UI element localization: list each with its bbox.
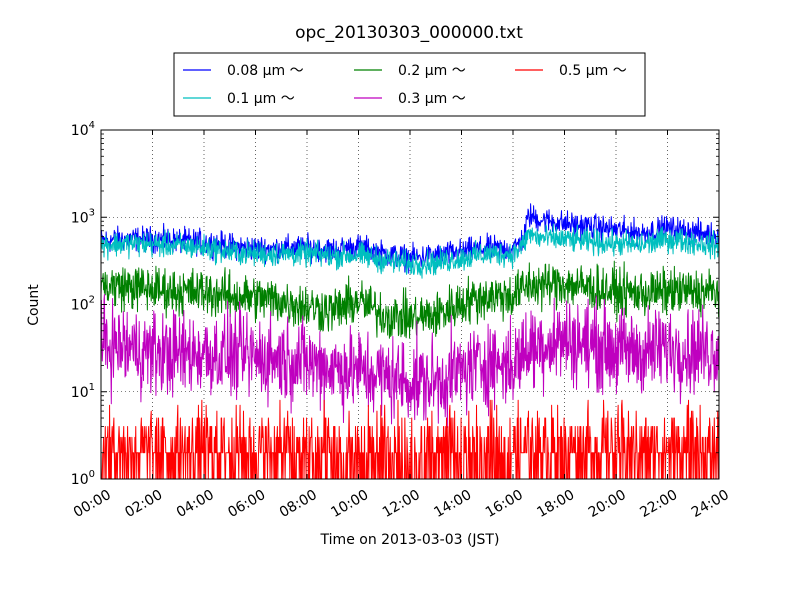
legend-label: 0.3 μm ～: [398, 91, 466, 107]
y-tick-labels: 100 101 102 103 104: [71, 120, 95, 488]
series-line: [100, 260, 720, 339]
series-line: [100, 399, 720, 480]
x-tick-label: 24:00: [689, 487, 732, 521]
x-tick-label: 12:00: [380, 487, 423, 521]
x-tick-label: 20:00: [586, 487, 629, 521]
y-tick-label: 102: [71, 295, 95, 314]
tick-marks: [100, 129, 720, 480]
x-tick-labels: 00:00 02:00 04:00 06:00 08:00 10:00 12:00 14:00…: [71, 487, 732, 521]
x-tick-label: 22:00: [637, 487, 680, 521]
x-tick-label: 00:00: [71, 487, 114, 521]
x-tick-label: 04:00: [174, 487, 217, 521]
x-tick-label: 10:00: [328, 487, 371, 521]
legend-label: 0.2 μm ～: [398, 63, 466, 79]
series-line: [100, 293, 720, 429]
chart-title: opc_20130303_000000.txt: [295, 23, 523, 43]
x-tick-label: 18:00: [534, 487, 577, 521]
y-axis-label: Count: [26, 284, 42, 326]
series-line: [100, 223, 720, 279]
series-layer: [100, 203, 720, 480]
x-tick-label: 16:00: [483, 487, 526, 521]
legend-label: 0.08 μm ～: [227, 63, 304, 79]
legend-label: 0.1 μm ～: [227, 91, 295, 107]
y-tick-label: 100: [71, 469, 95, 488]
x-tick-label: 06:00: [225, 487, 268, 521]
y-tick-label: 104: [71, 120, 95, 139]
x-axis-label: Time on 2013-03-03 (JST): [320, 532, 500, 548]
x-tick-label: 14:00: [431, 487, 474, 521]
legend: 0.08 μm ～ 0.1 μm ～ 0.2 μm ～ 0.3 μm ～ 0.5 μm …: [173, 52, 646, 117]
y-tick-label: 101: [71, 382, 95, 401]
x-tick-label: 08:00: [277, 487, 320, 521]
legend-label: 0.5 μm ～: [559, 63, 627, 79]
legend-frame: [173, 52, 646, 117]
y-tick-label: 103: [71, 207, 95, 226]
x-tick-label: 02:00: [122, 487, 165, 521]
